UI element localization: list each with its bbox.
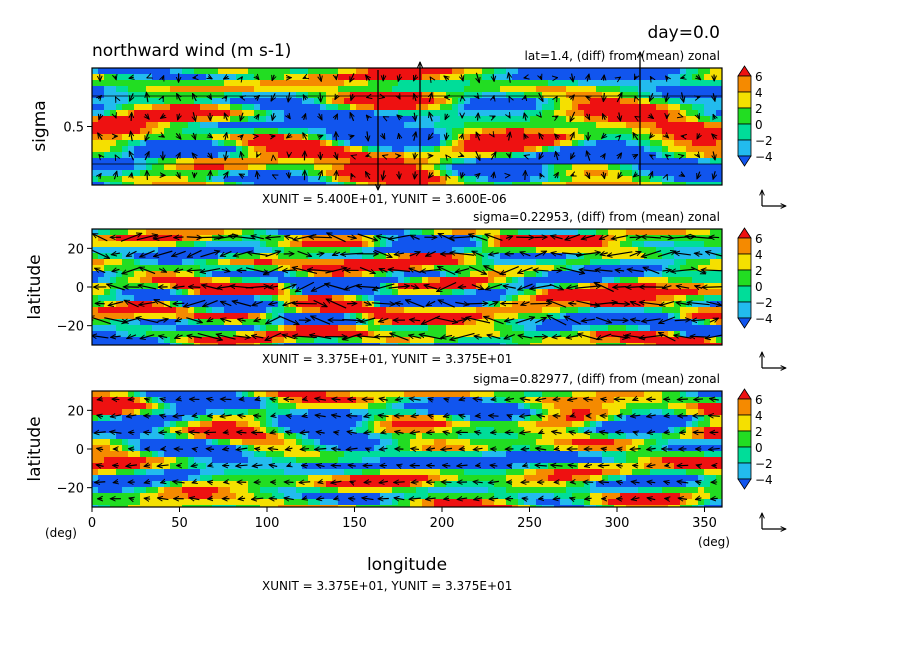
colorbar-label: −2 (755, 134, 773, 148)
panel-3-field (92, 391, 722, 507)
colorbar-segment (737, 317, 752, 329)
panel-3-unit-text: XUNIT = 3.375E+01, YUNIT = 3.375E+01 (262, 579, 512, 593)
x-unit-right: (deg) (698, 535, 730, 549)
panel-2: 20 0 −20 (57, 228, 723, 346)
panel-2-ylabel: latitude (25, 254, 45, 319)
panel-3-ytick-label: 0 (76, 443, 84, 458)
colorbar-label: −4 (755, 150, 773, 164)
x-unit-left: (deg) (45, 526, 77, 540)
panel-2-field (92, 229, 722, 345)
colorbar-segment (737, 430, 752, 448)
colorbar-segment (737, 462, 752, 480)
panel-2-vectors (92, 232, 722, 342)
x-tick-label: 100 (255, 516, 280, 531)
colorbar-segment (737, 107, 752, 125)
colorbar-segment (737, 398, 752, 416)
colorbar-label: 6 (755, 393, 763, 407)
colorbar-segment (737, 139, 752, 157)
colorbar-segment (737, 253, 752, 271)
panel-1: 0.5 (63, 52, 723, 190)
colorbar-segment (737, 155, 752, 167)
colorbar-segment (737, 227, 752, 239)
x-tick-label: 0 (88, 516, 96, 531)
colorbar-label: 2 (755, 425, 763, 439)
colorbar-1: 6 4 2 0 −2 −4 (737, 65, 786, 206)
panel-2-subtitle: sigma=0.22953, (diff) from (mean) zonal (473, 210, 720, 224)
panel-1-ylabel: sigma (30, 100, 50, 151)
panel-2-ytick-label: 0 (76, 281, 84, 296)
colorbar-segment (737, 75, 752, 93)
x-tick-label: 50 (171, 516, 188, 531)
panel-1-field (92, 68, 722, 185)
colorbar-segment (737, 91, 752, 109)
colorbar-segment (737, 65, 752, 77)
colorbar-label: 2 (755, 264, 763, 278)
figure-title: northward wind (m s-1) (92, 41, 291, 61)
x-tick-label: 200 (430, 516, 455, 531)
panel-3-vectors (94, 398, 720, 499)
x-tick-label: 300 (605, 516, 630, 531)
colorbar-label: 0 (755, 280, 763, 294)
colorbar-segment (737, 269, 752, 287)
x-tick-label: 350 (692, 516, 717, 531)
panel-1-unit-text: XUNIT = 5.400E+01, YUNIT = 3.600E-06 (262, 192, 507, 206)
panel-2-unit-text: XUNIT = 3.375E+01, YUNIT = 3.375E+01 (262, 352, 512, 366)
colorbars: 6 4 2 0 −2 −4 6 4 2 0 −2 −4 6 4 2 0 −2 −4 (737, 65, 786, 529)
colorbar-segment (737, 285, 752, 303)
panel-1-vectors (98, 73, 717, 180)
colorbar-label: 6 (755, 70, 763, 84)
day-label: day=0.0 (647, 23, 720, 43)
panel-3-ytick-label: −20 (57, 482, 84, 497)
colorbar-label: 0 (755, 441, 763, 455)
colorbar-label: 4 (755, 86, 763, 100)
colorbar-segment (737, 478, 752, 490)
colorbar-label: −4 (755, 473, 773, 487)
colorbar-segment (737, 301, 752, 319)
panel-2-ytick-label: 20 (67, 242, 84, 257)
colorbar-segment (737, 388, 752, 400)
colorbar-3: 6 4 2 0 −2 −4 (737, 388, 786, 529)
x-tick-label: 150 (342, 516, 367, 531)
colorbar-label: 4 (755, 248, 763, 262)
panel-3-subtitle: sigma=0.82977, (diff) from (mean) zonal (473, 372, 720, 386)
x-axis-label: longitude (367, 555, 447, 575)
colorbar-label: −4 (755, 312, 773, 326)
panel-2-ytick-label: −20 (57, 320, 84, 335)
colorbar-label: 2 (755, 102, 763, 116)
colorbar-2: 6 4 2 0 −2 −4 (737, 227, 786, 368)
panel-3: 20 0 −20 (57, 390, 723, 508)
colorbar-label: 0 (755, 118, 763, 132)
panel-1-subtitle: lat=1.4, (diff) from (mean) zonal (525, 49, 720, 63)
x-axis: 0 50 100 150 200 250 300 350 (88, 507, 717, 531)
colorbar-segment (737, 414, 752, 432)
colorbar-segment (737, 123, 752, 141)
colorbar-segment (737, 446, 752, 464)
panel-1-ytick-label: 0.5 (63, 121, 84, 136)
colorbar-segment (737, 237, 752, 255)
panel-3-ylabel: latitude (25, 416, 45, 481)
colorbar-label: −2 (755, 457, 773, 471)
x-tick-label: 250 (517, 516, 542, 531)
colorbar-label: 4 (755, 409, 763, 423)
colorbar-label: 6 (755, 232, 763, 246)
colorbar-label: −2 (755, 296, 773, 310)
panel-3-ytick-label: 20 (67, 404, 84, 419)
